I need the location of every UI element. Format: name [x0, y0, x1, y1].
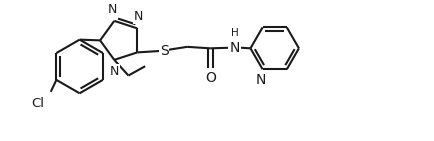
- Text: S: S: [159, 44, 168, 58]
- Text: O: O: [204, 71, 215, 85]
- Text: N: N: [229, 41, 239, 55]
- Text: H: H: [230, 28, 238, 38]
- Text: N: N: [109, 65, 118, 78]
- Text: N: N: [108, 3, 117, 16]
- Text: N: N: [255, 73, 265, 87]
- Text: N: N: [134, 10, 143, 23]
- Text: Cl: Cl: [31, 97, 44, 110]
